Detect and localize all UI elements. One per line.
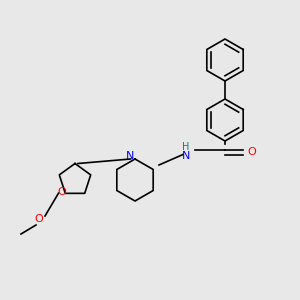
Text: O: O xyxy=(248,147,256,158)
Text: N: N xyxy=(182,151,190,161)
Text: O: O xyxy=(34,214,43,224)
Text: N: N xyxy=(126,151,135,161)
Text: O: O xyxy=(57,187,66,196)
Text: H: H xyxy=(182,142,190,152)
